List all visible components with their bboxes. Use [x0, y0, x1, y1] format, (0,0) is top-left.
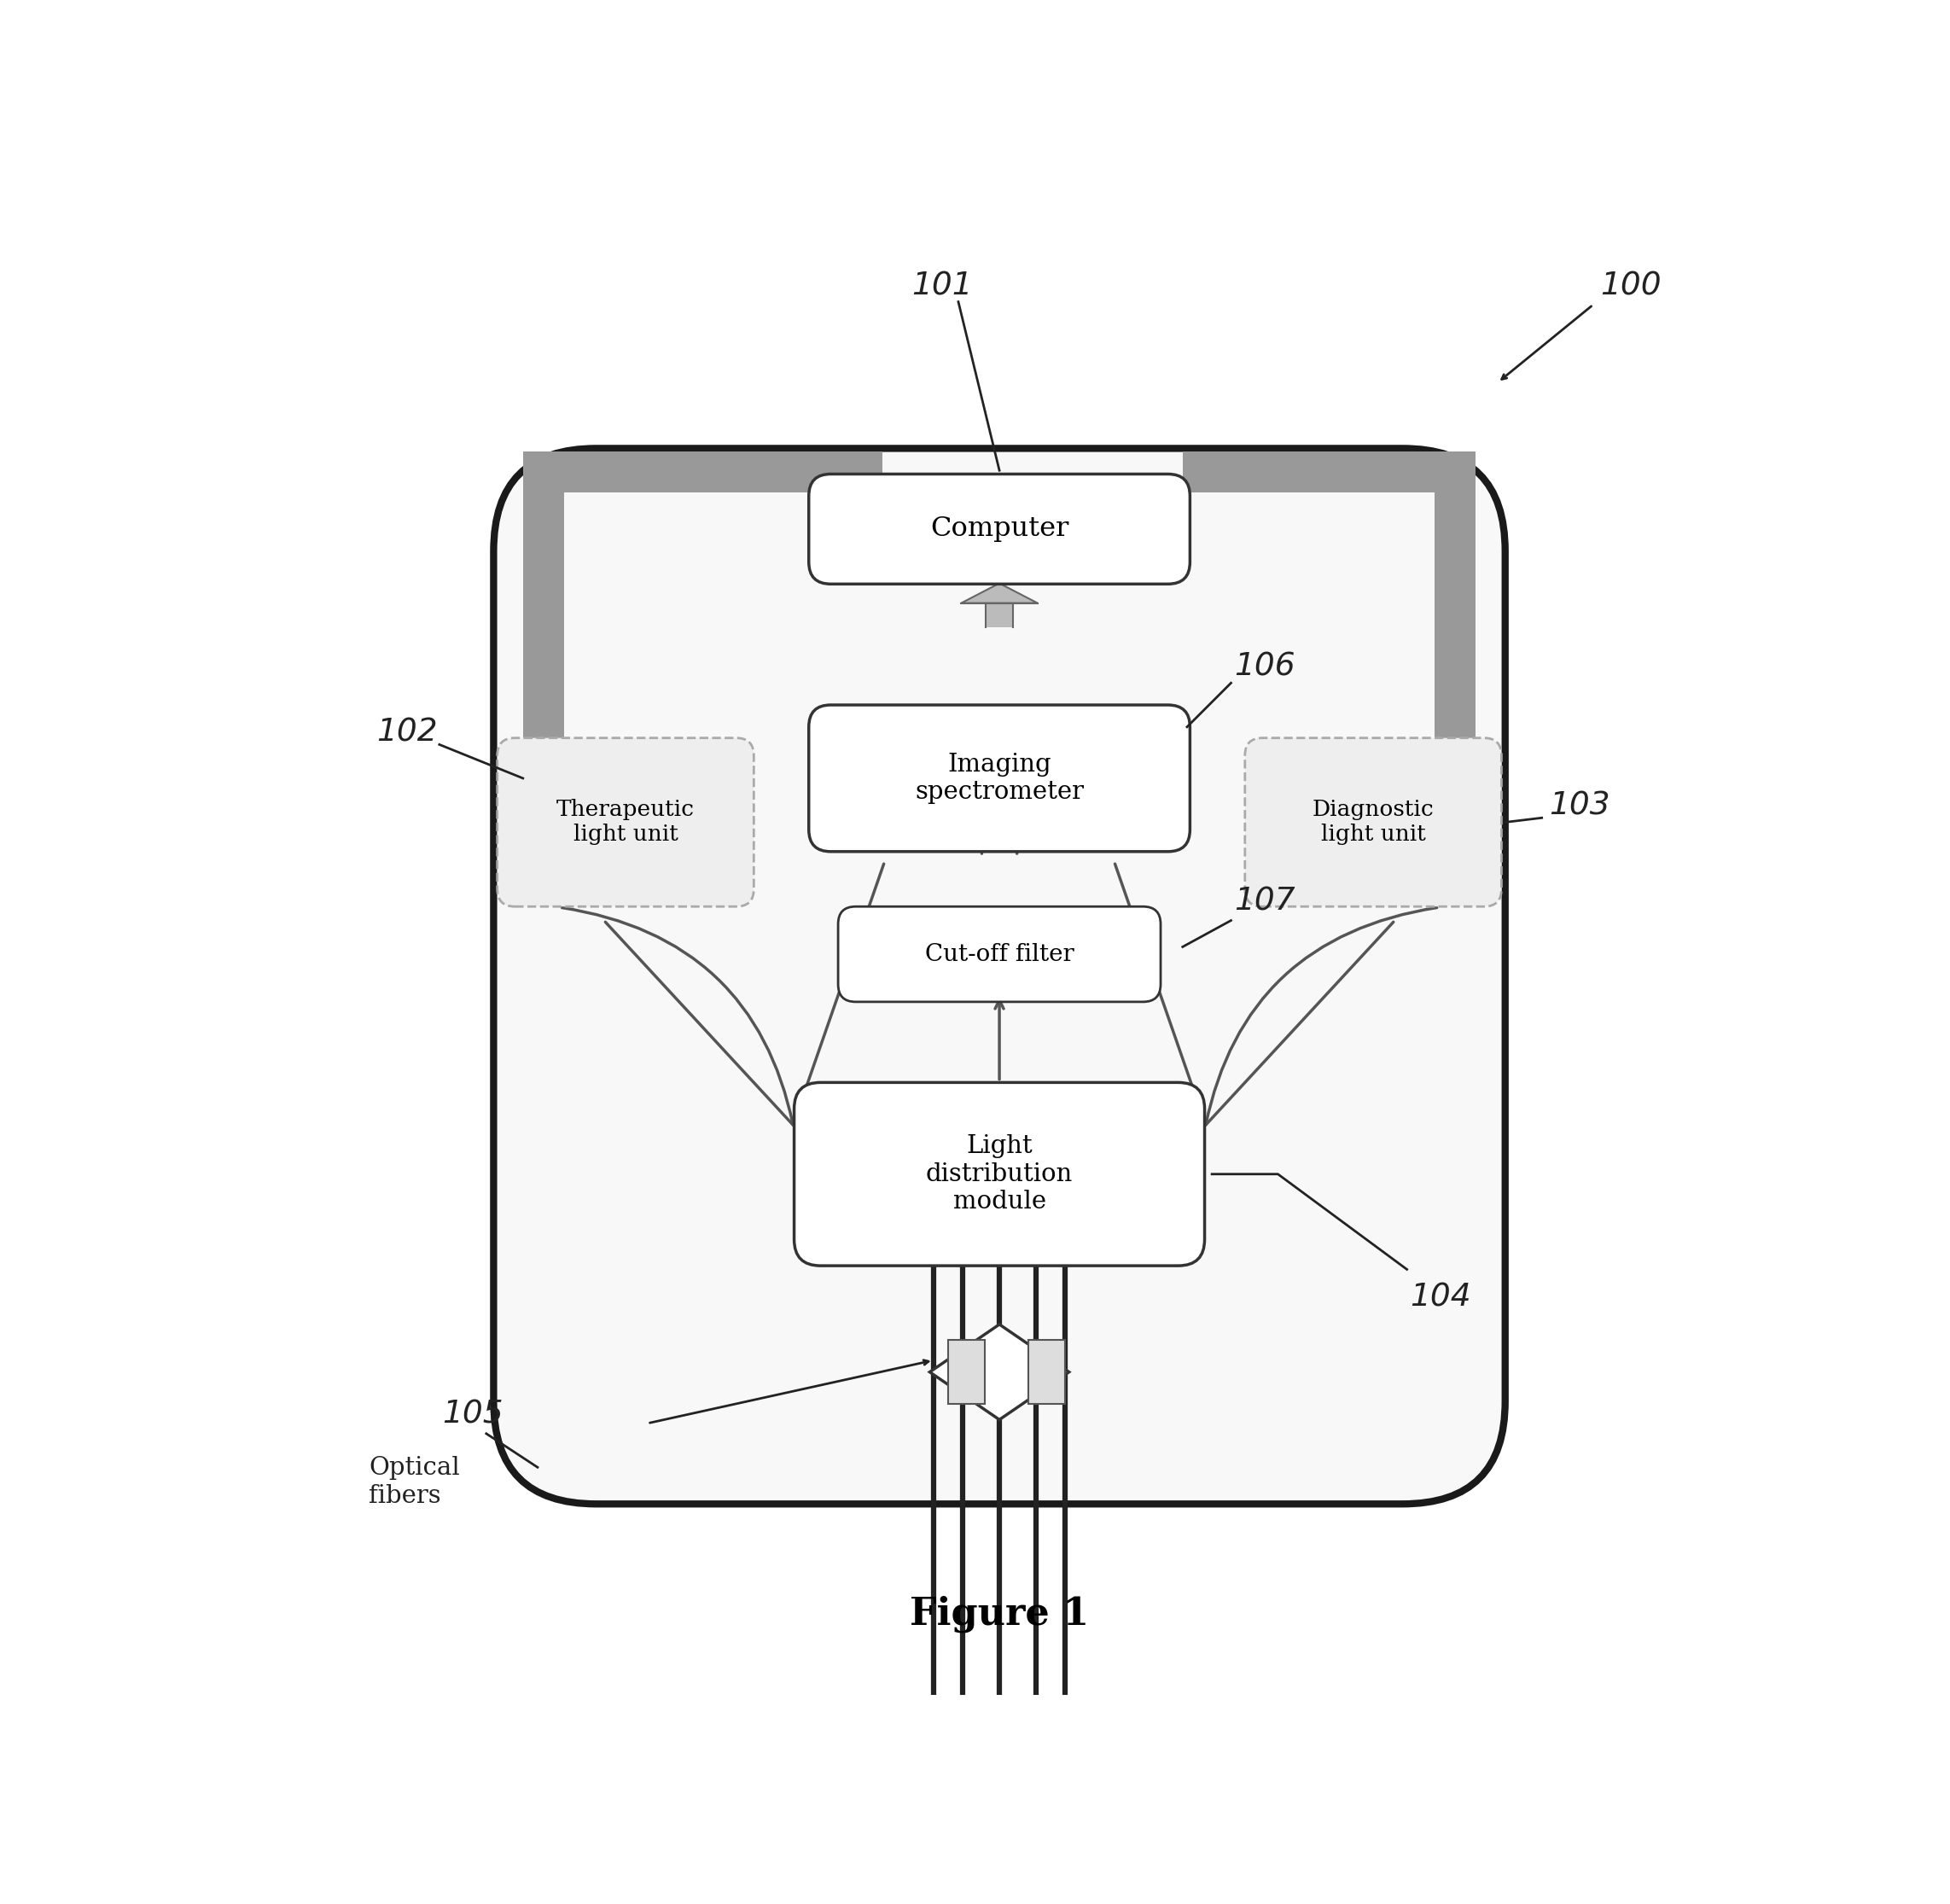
FancyBboxPatch shape — [497, 739, 755, 906]
FancyArrowPatch shape — [562, 864, 883, 1125]
Text: 102: 102 — [376, 718, 437, 748]
Text: Diagnostic
light unit: Diagnostic light unit — [1312, 800, 1433, 845]
FancyBboxPatch shape — [1244, 739, 1501, 906]
Text: Light
distribution
module: Light distribution module — [926, 1135, 1073, 1213]
Bar — [1435, 451, 1476, 760]
Text: 101: 101 — [911, 270, 973, 301]
Polygon shape — [497, 819, 589, 876]
Polygon shape — [1410, 819, 1501, 876]
Text: Computer: Computer — [930, 516, 1069, 543]
Text: 104: 104 — [1410, 1281, 1470, 1314]
FancyBboxPatch shape — [794, 1083, 1205, 1266]
FancyArrowPatch shape — [1115, 864, 1437, 1125]
Polygon shape — [930, 1325, 1069, 1420]
Bar — [1182, 451, 1476, 493]
FancyBboxPatch shape — [838, 906, 1160, 1002]
Text: Cut-off filter: Cut-off filter — [924, 942, 1074, 965]
Text: Imaging
spectrometer: Imaging spectrometer — [915, 752, 1084, 803]
Bar — [523, 451, 881, 493]
Text: 106: 106 — [1234, 651, 1295, 682]
Text: 105: 105 — [443, 1399, 503, 1430]
FancyBboxPatch shape — [1030, 1340, 1065, 1405]
Text: Therapeutic
light unit: Therapeutic light unit — [556, 800, 694, 845]
Text: 103: 103 — [1548, 790, 1611, 823]
FancyBboxPatch shape — [809, 474, 1190, 585]
FancyBboxPatch shape — [493, 449, 1505, 1504]
Bar — [523, 451, 564, 760]
Text: 107: 107 — [1234, 885, 1295, 918]
Text: 100: 100 — [1601, 270, 1661, 301]
FancyBboxPatch shape — [809, 704, 1190, 851]
Text: Optical
fibers: Optical fibers — [369, 1457, 460, 1508]
FancyBboxPatch shape — [948, 1340, 985, 1405]
Polygon shape — [961, 583, 1037, 604]
FancyBboxPatch shape — [1439, 760, 1470, 819]
Text: Figure 1: Figure 1 — [911, 1596, 1088, 1632]
FancyBboxPatch shape — [528, 760, 560, 819]
FancyBboxPatch shape — [987, 604, 1012, 626]
